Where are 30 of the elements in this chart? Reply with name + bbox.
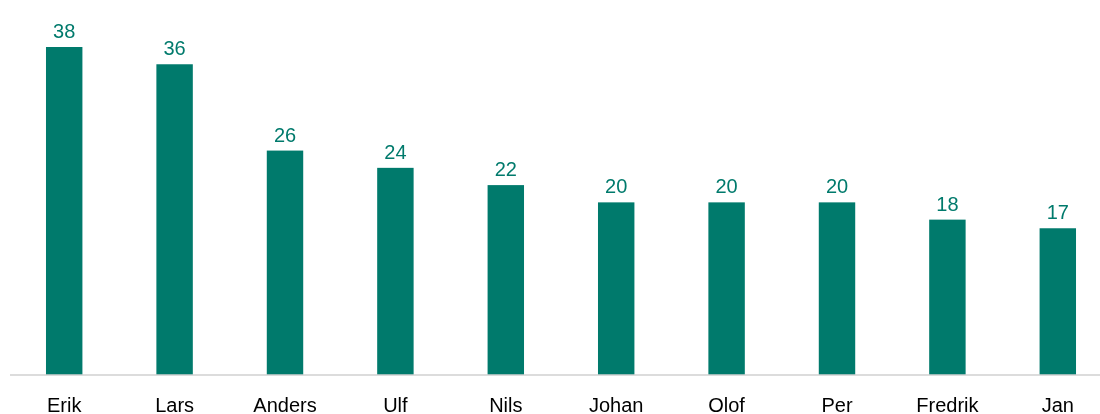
- data-label: 22: [494, 158, 517, 181]
- data-label: 18: [936, 192, 959, 215]
- bar: [1039, 228, 1077, 375]
- bar: [597, 202, 635, 375]
- bar: [708, 202, 745, 375]
- x-tick-label: Erik: [46, 394, 83, 414]
- x-tick-label: Olof: [708, 394, 746, 414]
- bar: [818, 202, 856, 375]
- data-label: 20: [605, 175, 628, 198]
- data-label: 26: [273, 123, 297, 146]
- x-tick-label: Ulf: [383, 394, 409, 414]
- bar: [45, 47, 83, 375]
- x-tick-label: Anders: [253, 394, 317, 414]
- bar: [266, 150, 304, 375]
- x-tick-label: Fredrik: [916, 394, 980, 414]
- data-label: 17: [1046, 201, 1069, 224]
- bar: [377, 167, 414, 375]
- x-tick-label: Lars: [155, 394, 195, 414]
- data-label: 20: [825, 175, 849, 198]
- bar: [487, 185, 525, 375]
- x-tick-label: Johan: [588, 394, 644, 414]
- x-tick-label: Nils: [489, 394, 523, 414]
- data-label: 38: [53, 20, 76, 42]
- x-tick-label: Per: [821, 394, 853, 414]
- bar: [156, 64, 193, 375]
- data-label: 20: [715, 175, 738, 198]
- data-label: 36: [163, 37, 186, 60]
- data-label: 24: [384, 140, 407, 163]
- bar: [929, 219, 966, 375]
- x-tick-label: Jan: [1041, 394, 1074, 414]
